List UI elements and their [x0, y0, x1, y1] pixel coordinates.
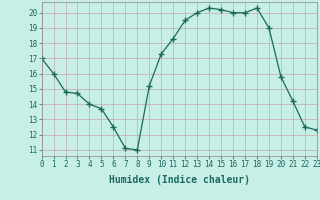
X-axis label: Humidex (Indice chaleur): Humidex (Indice chaleur): [109, 175, 250, 185]
